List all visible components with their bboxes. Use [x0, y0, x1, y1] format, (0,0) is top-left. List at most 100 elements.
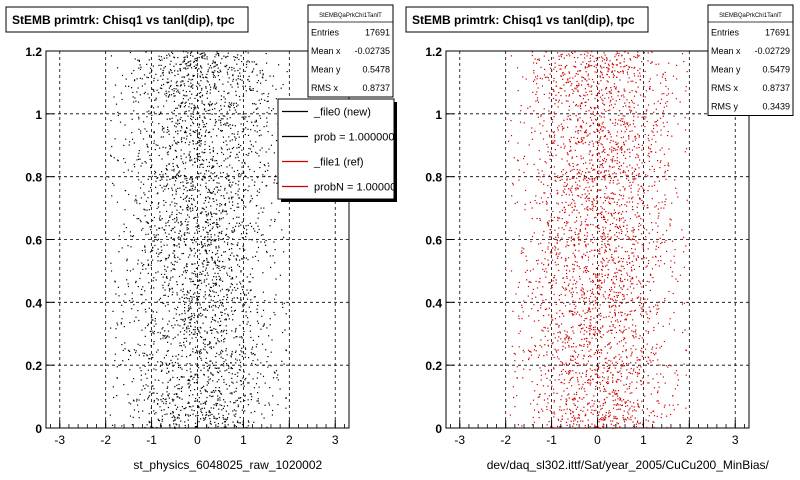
scatter-point — [212, 198, 214, 200]
scatter-point — [218, 265, 220, 267]
scatter-point — [538, 281, 540, 283]
scatter-point — [593, 317, 595, 319]
scatter-point — [561, 323, 563, 325]
scatter-point — [193, 313, 195, 315]
scatter-point — [136, 218, 138, 220]
scatter-point — [653, 329, 655, 331]
scatter-point — [645, 311, 647, 313]
scatter-point — [155, 279, 157, 281]
scatter-point — [192, 111, 194, 113]
scatter-point — [239, 299, 242, 301]
scatter-point — [160, 241, 162, 243]
scatter-point — [592, 263, 594, 265]
scatter-point — [632, 425, 635, 427]
scatter-point — [630, 187, 632, 189]
scatter-point — [248, 281, 250, 283]
scatter-point — [181, 127, 183, 129]
scatter-point — [664, 297, 666, 300]
scatter-point — [178, 383, 180, 386]
scatter-point — [144, 209, 146, 211]
scatter-point — [184, 426, 186, 429]
scatter-point — [114, 360, 116, 362]
scatter-point — [201, 74, 203, 76]
scatter-point — [593, 179, 596, 181]
scatter-point — [228, 318, 230, 320]
scatter-point — [127, 245, 129, 247]
scatter-point — [228, 259, 230, 261]
scatter-point — [684, 117, 686, 119]
scatter-point — [194, 161, 196, 163]
scatter-point — [158, 227, 160, 229]
scatter-point — [236, 222, 238, 224]
scatter-point — [616, 371, 619, 373]
scatter-point — [217, 189, 219, 191]
scatter-point — [252, 378, 254, 380]
scatter-point — [182, 288, 184, 290]
scatter-point — [200, 66, 202, 68]
scatter-point — [552, 426, 554, 428]
scatter-point — [662, 74, 664, 76]
scatter-point — [236, 381, 238, 383]
scatter-point — [210, 136, 212, 138]
scatter-point — [635, 387, 637, 389]
scatter-point — [182, 120, 184, 122]
scatter-point — [588, 298, 590, 300]
scatter-point — [581, 137, 583, 139]
scatter-point — [192, 209, 194, 211]
scatter-point — [584, 105, 587, 107]
scatter-point — [205, 269, 207, 271]
scatter-point — [214, 337, 216, 339]
scatter-point — [190, 248, 192, 250]
scatter-point — [647, 262, 650, 264]
scatter-point — [193, 296, 195, 298]
scatter-point — [192, 84, 194, 86]
scatter-point — [619, 404, 621, 406]
scatter-point — [638, 222, 640, 224]
scatter-point — [122, 349, 124, 351]
scatter-point — [591, 113, 593, 115]
scatter-point — [252, 124, 255, 127]
scatter-point — [266, 426, 268, 428]
scatter-point — [161, 395, 163, 397]
scatter-point — [553, 238, 555, 240]
scatter-point — [238, 146, 240, 149]
scatter-point — [633, 229, 635, 231]
scatter-point — [199, 184, 202, 186]
scatter-point — [166, 276, 168, 278]
scatter-point — [144, 249, 146, 251]
scatter-point — [602, 57, 604, 59]
scatter-point — [193, 65, 195, 67]
scatter-point — [553, 142, 555, 144]
scatter-point — [633, 310, 635, 312]
scatter-point — [206, 90, 208, 93]
scatter-point — [185, 162, 187, 164]
scatter-point — [232, 104, 235, 106]
scatter-point — [636, 164, 638, 166]
scatter-point — [231, 66, 233, 69]
scatter-point — [176, 220, 178, 222]
scatter-point — [238, 225, 240, 227]
scatter-point — [260, 134, 262, 136]
scatter-point — [140, 379, 142, 381]
scatter-point — [654, 181, 656, 183]
scatter-point — [207, 109, 209, 112]
scatter-point — [204, 401, 207, 403]
scatter-point — [619, 98, 621, 100]
scatter-point — [562, 71, 564, 74]
scatter-point — [547, 246, 549, 248]
scatter-point — [192, 329, 195, 331]
scatter-point — [210, 236, 212, 238]
scatter-point — [632, 196, 634, 198]
scatter-point — [155, 272, 157, 274]
scatter-point — [140, 293, 142, 296]
scatter-point — [231, 373, 233, 375]
scatter-point — [113, 184, 115, 186]
scatter-point — [237, 203, 239, 205]
scatter-point — [186, 232, 188, 234]
scatter-point — [221, 375, 223, 378]
scatter-point — [629, 112, 632, 114]
scatter-point — [131, 170, 133, 172]
scatter-point — [221, 58, 223, 60]
scatter-point — [206, 331, 208, 333]
scatter-point — [635, 336, 637, 338]
